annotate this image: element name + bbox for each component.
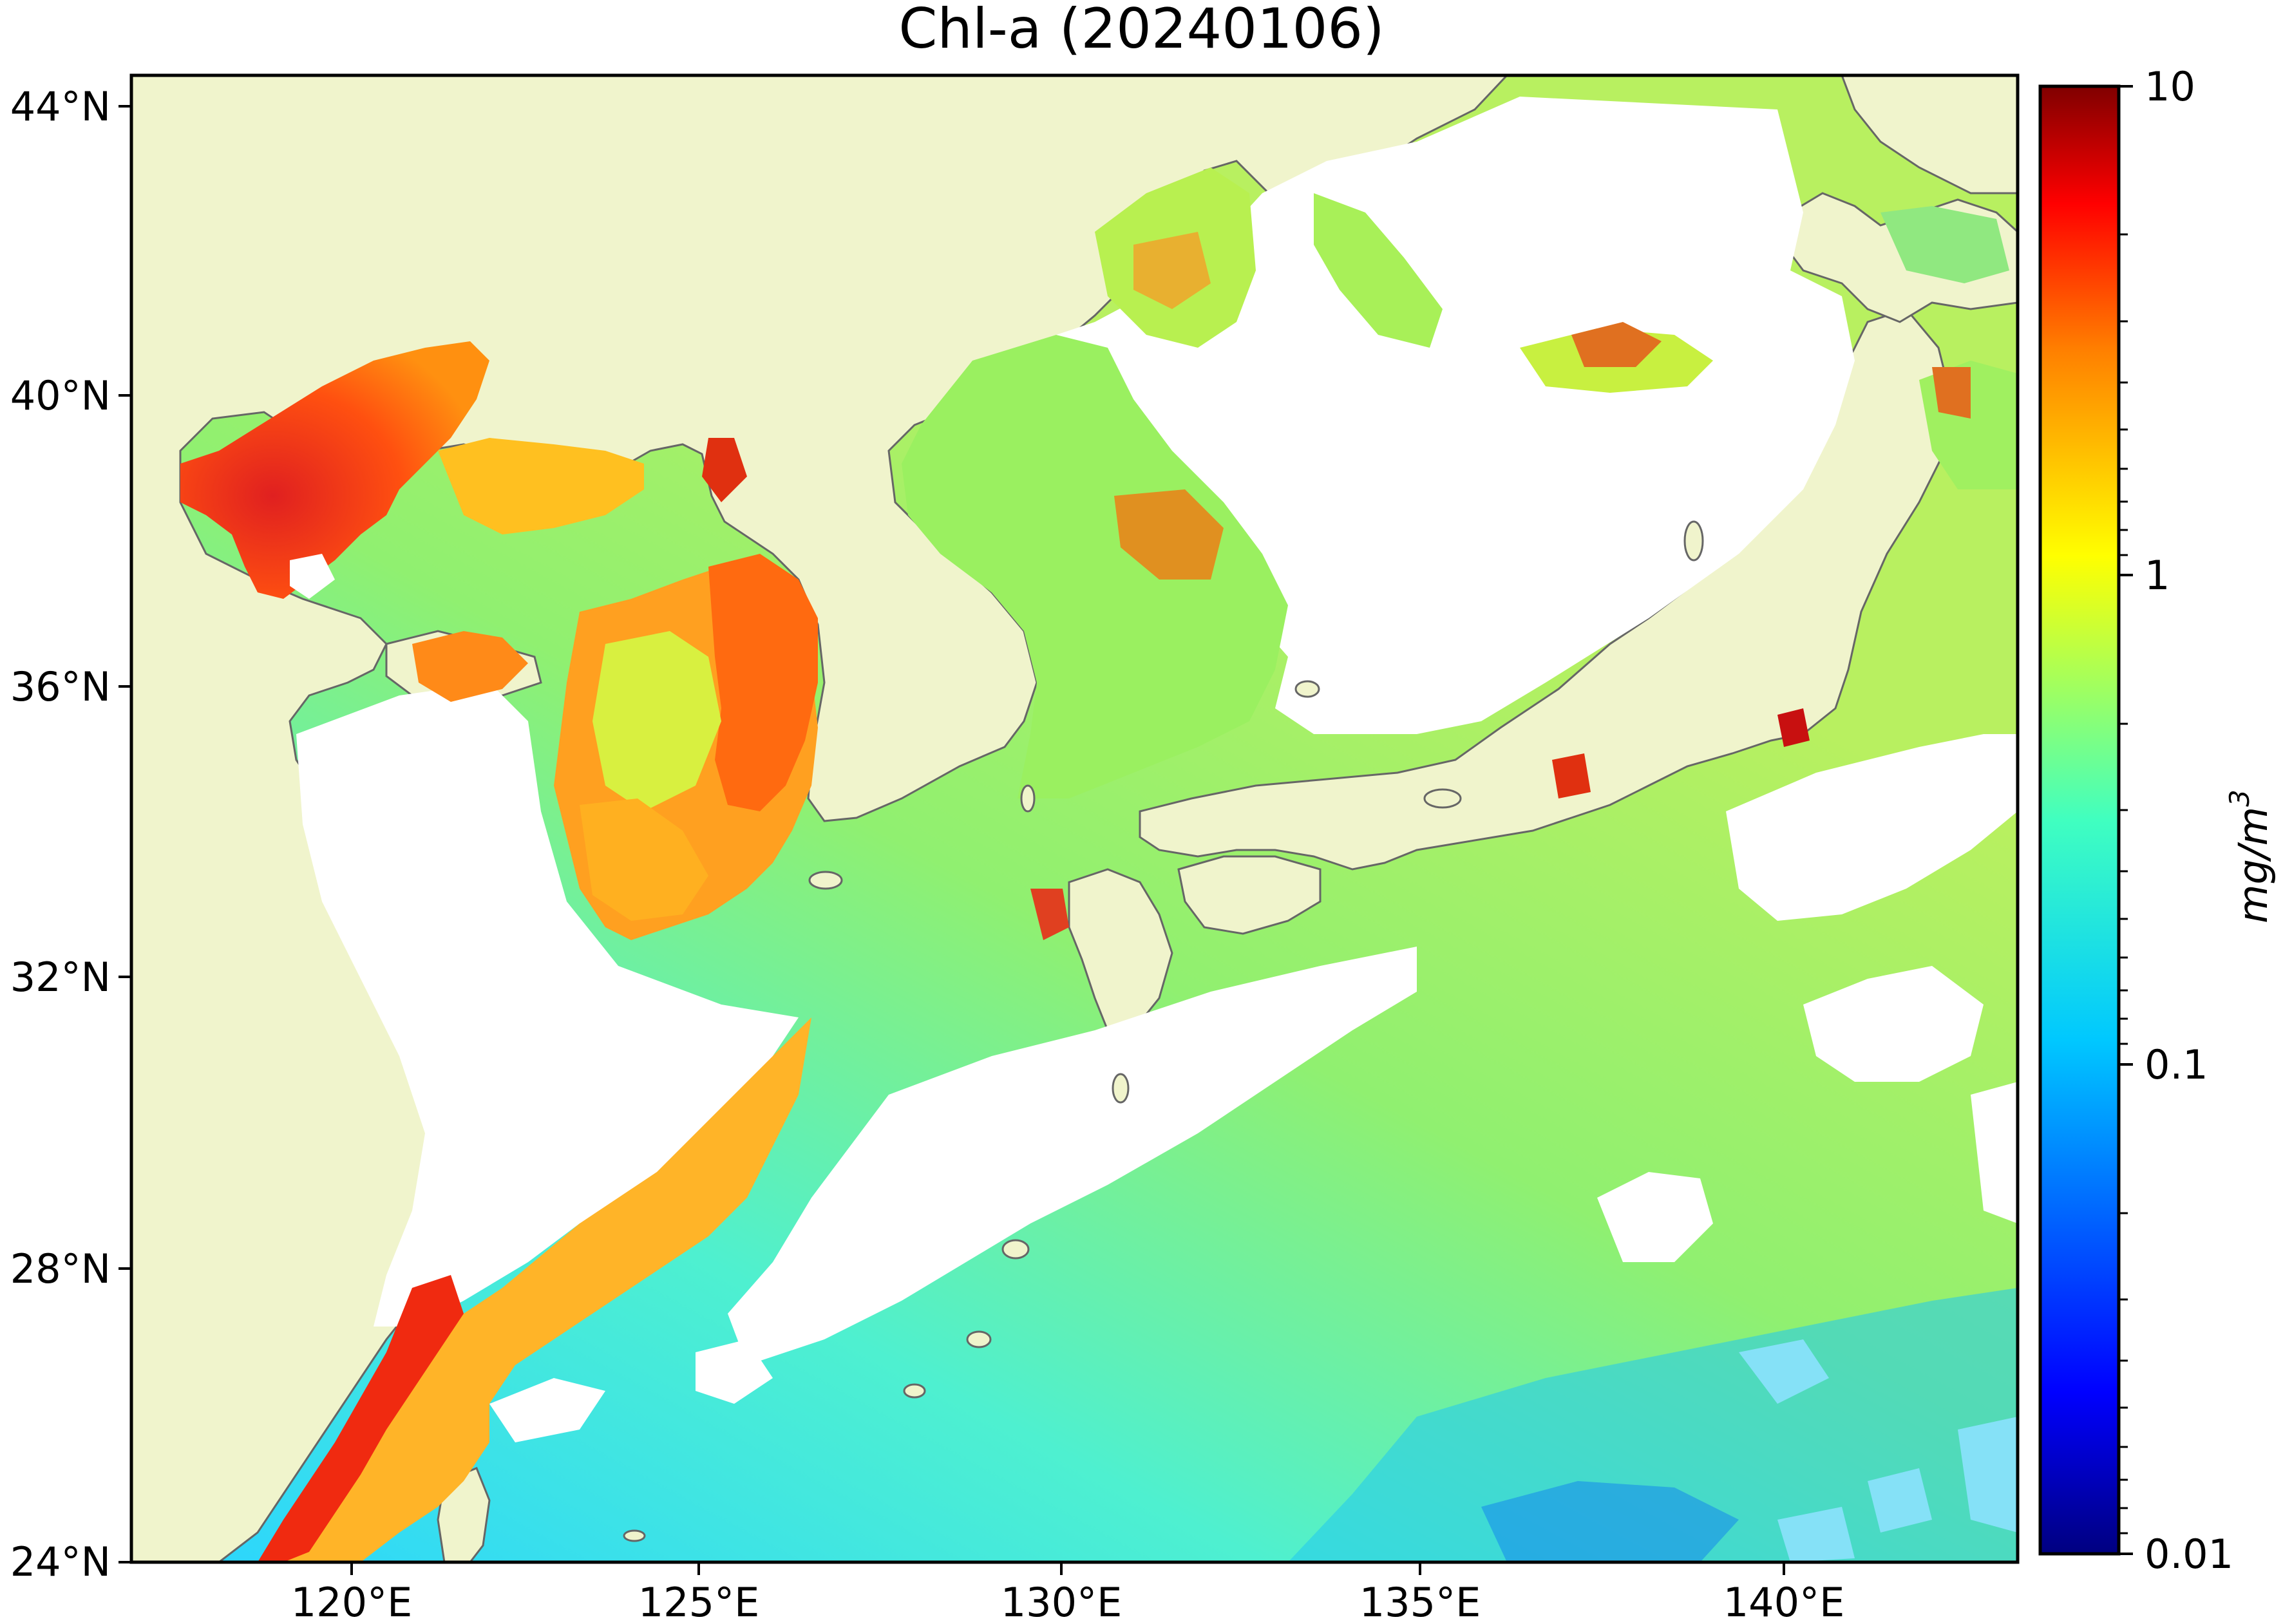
lat-label-28: 28°N xyxy=(10,1245,111,1292)
lon-label-125: 125°E xyxy=(638,1579,760,1624)
lat-label-24: 24°N xyxy=(10,1538,111,1585)
lon-label-135: 135°E xyxy=(1359,1579,1481,1624)
colorbar-tick-1: 1 xyxy=(2145,552,2170,599)
map-area xyxy=(131,75,2018,1562)
shikoku-island xyxy=(1177,855,1321,935)
tokyo-bay-bloom xyxy=(1777,708,1810,747)
yellow-sea-bloom xyxy=(412,438,818,940)
lat-label-40: 40°N xyxy=(10,372,111,419)
small-islands xyxy=(623,520,1704,1542)
lat-label-44: 44°N xyxy=(10,83,111,130)
lon-label-140: 140°E xyxy=(1723,1579,1845,1624)
colorbar-gradient xyxy=(2038,84,2121,1556)
lat-label-32: 32°N xyxy=(10,954,111,1001)
bohai-sea-bloom xyxy=(180,341,489,599)
ise-bay-bloom xyxy=(1552,753,1591,798)
bohai-cloud-patch xyxy=(290,554,335,599)
low-chlorophyll-band xyxy=(1288,1288,2018,1562)
honshu-island xyxy=(1139,308,1953,871)
lat-label-36: 36°N xyxy=(10,663,111,710)
colorbar-tick-0.1: 0.1 xyxy=(2145,1041,2208,1088)
colorbar-tick-0.01: 0.01 xyxy=(2145,1531,2233,1578)
fujian-coastal-bloom xyxy=(258,1275,464,1562)
longitude-axis: 120°E 125°E 130°E 135°E 140°E xyxy=(291,1562,1845,1624)
map-title: Chl-a (20240106) xyxy=(898,0,1385,61)
colorbar-unit-label: mg/m3 xyxy=(2224,789,2277,923)
lon-label-120: 120°E xyxy=(291,1579,413,1624)
zhejiang-coastal-bloom xyxy=(264,1017,811,1562)
lon-label-130: 130°E xyxy=(1001,1579,1123,1624)
kyushu-bloom xyxy=(1030,889,1069,940)
map-frame xyxy=(129,73,2020,1564)
latitude-axis: 24°N 28°N 32°N 36°N 40°N 44°N xyxy=(10,83,131,1585)
colorbar: 10 1 0.1 0.01 mg/m3 xyxy=(2038,63,2277,1578)
sakhalin-land xyxy=(1841,75,2018,194)
sea-of-japan-patches xyxy=(902,167,2018,798)
very-low-chlorophyll-patch xyxy=(1481,1481,1739,1562)
colorbar-tick-10: 10 xyxy=(2145,63,2195,110)
